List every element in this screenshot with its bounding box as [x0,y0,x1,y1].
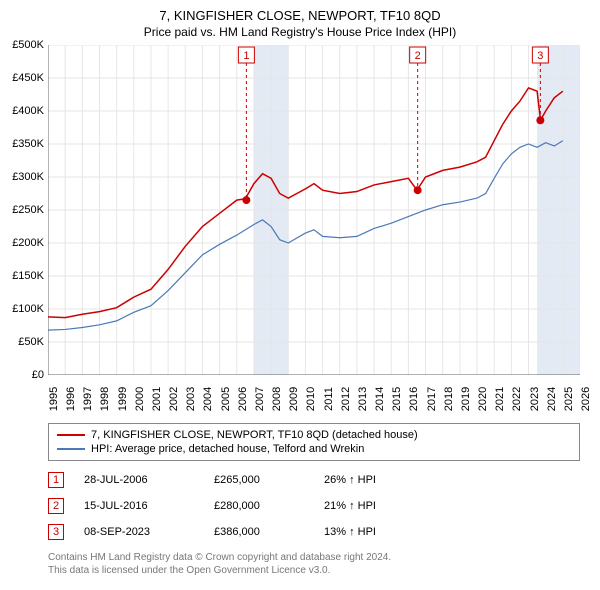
y-tick-label: £450K [12,72,48,84]
x-tick-label: 2009 [288,387,300,411]
x-tick-label: 2011 [323,387,335,411]
x-tick-label: 2010 [305,387,317,411]
x-tick-label: 2023 [529,387,541,411]
x-tick-label: 1999 [117,387,129,411]
x-tick-label: 2017 [426,387,438,411]
x-tick-label: 2022 [511,387,523,411]
y-tick-label: £150K [12,270,48,282]
sale-row-1: 1 28-JUL-2006 £265,000 26% ↑ HPI [48,467,580,493]
sales-table: 1 28-JUL-2006 £265,000 26% ↑ HPI 2 15-JU… [48,467,580,545]
legend-label-property: 7, KINGFISHER CLOSE, NEWPORT, TF10 8QD (… [91,429,418,441]
footer-line-1: Contains HM Land Registry data © Crown c… [48,551,580,564]
x-tick-label: 2004 [202,387,214,411]
x-tick-label: 2000 [134,387,146,411]
x-tick-label: 1998 [99,387,111,411]
x-tick-label: 1997 [82,387,94,411]
sale-badge-2: 2 [48,498,64,514]
x-tick-label: 2016 [408,387,420,411]
sale-price-3: £386,000 [214,526,304,538]
sale-diff-3: 13% ↑ HPI [324,526,376,538]
svg-text:2: 2 [415,50,421,62]
legend-label-hpi: HPI: Average price, detached house, Telf… [91,443,364,455]
x-tick-label: 1995 [48,387,60,411]
legend-swatch-hpi [57,448,85,450]
x-tick-label: 2020 [477,387,489,411]
x-tick-label: 2001 [151,387,163,411]
x-tick-label: 2024 [546,387,558,411]
x-axis-labels: 1995 1996 1997 1998 1999 2000 2001 2002 2003 2004… [48,375,580,415]
y-tick-label: £350K [12,138,48,150]
x-tick-label: 2005 [220,387,232,411]
sale-row-3: 3 08-SEP-2023 £386,000 13% ↑ HPI [48,519,580,545]
legend-swatch-property [57,434,85,436]
y-tick-label: £200K [12,237,48,249]
y-tick-label: £300K [12,171,48,183]
x-tick-label: 1996 [65,387,77,411]
footer-line-2: This data is licensed under the Open Gov… [48,564,580,577]
x-tick-label: 2014 [374,387,386,411]
sale-date-1: 28-JUL-2006 [84,474,194,486]
sale-date-2: 15-JUL-2016 [84,500,194,512]
x-tick-label: 2012 [340,387,352,411]
x-tick-label: 2002 [168,387,180,411]
legend-item-hpi: HPI: Average price, detached house, Telf… [57,442,571,456]
x-tick-label: 2025 [563,387,575,411]
x-tick-label: 2013 [357,387,369,411]
x-tick-label: 2021 [494,387,506,411]
sale-diff-2: 21% ↑ HPI [324,500,376,512]
x-tick-label: 2019 [460,387,472,411]
y-tick-label: £100K [12,303,48,315]
x-tick-label: 2007 [254,387,266,411]
sale-row-2: 2 15-JUL-2016 £280,000 21% ↑ HPI [48,493,580,519]
x-tick-label: 2015 [391,387,403,411]
chart-title: 7, KINGFISHER CLOSE, NEWPORT, TF10 8QD [0,0,600,23]
y-tick-label: £250K [12,204,48,216]
chart-subtitle: Price paid vs. HM Land Registry's House … [0,23,600,45]
svg-text:1: 1 [243,50,249,62]
y-tick-label: £50K [18,336,48,348]
x-tick-label: 2026 [580,387,592,411]
sale-price-1: £265,000 [214,474,304,486]
chart-svg: 1 2 3 [48,45,580,375]
y-tick-label: £400K [12,105,48,117]
x-tick-label: 2008 [271,387,283,411]
chart-footer: Contains HM Land Registry data © Crown c… [48,551,580,577]
sale-badge-3: 3 [48,524,64,540]
sale-date-3: 08-SEP-2023 [84,526,194,538]
chart-legend: 7, KINGFISHER CLOSE, NEWPORT, TF10 8QD (… [48,423,580,461]
sale-badge-1: 1 [48,472,64,488]
x-tick-label: 2003 [185,387,197,411]
x-tick-label: 2018 [443,387,455,411]
x-tick-label: 2006 [237,387,249,411]
svg-text:3: 3 [537,50,543,62]
chart-plot-area: 123 £0£50K£100K£150K£200K£250K£300K£350K… [48,45,580,375]
y-tick-label: £0 [32,369,48,381]
chart-container: 7, KINGFISHER CLOSE, NEWPORT, TF10 8QD P… [0,0,600,590]
sale-price-2: £280,000 [214,500,304,512]
sale-diff-1: 26% ↑ HPI [324,474,376,486]
legend-item-property: 7, KINGFISHER CLOSE, NEWPORT, TF10 8QD (… [57,428,571,442]
y-tick-label: £500K [12,39,48,51]
